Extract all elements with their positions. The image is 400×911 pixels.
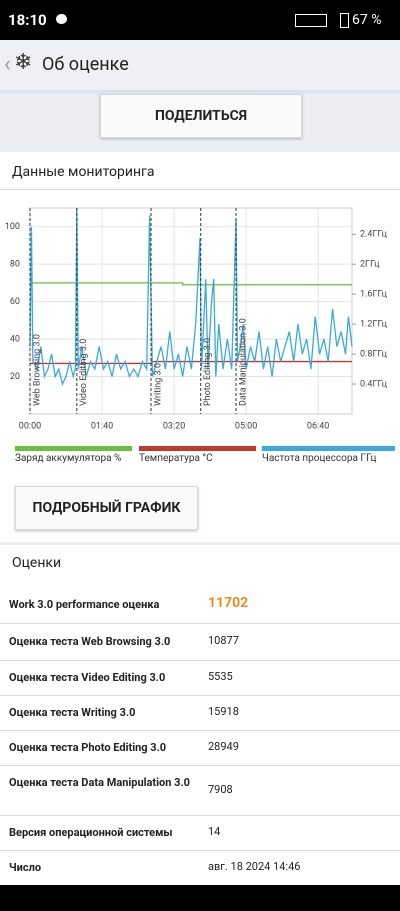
status-bar: 18:10 67 % xyxy=(0,0,400,40)
score-label: Оценка теста Video Editing 3.0 xyxy=(9,671,166,684)
plot-area xyxy=(29,207,353,415)
volte-icon xyxy=(295,14,327,27)
score-label: Оценка теста Data Manipulation 3.0 xyxy=(9,776,190,789)
y2-tick-label: 0.4ГГц xyxy=(360,379,388,389)
chat-icon xyxy=(56,14,67,24)
y-tick-label: 60 xyxy=(10,297,20,307)
score-value: 28949 xyxy=(208,740,239,753)
annotation-label: Writing 3.0 xyxy=(153,363,163,406)
score-row: Оценка теста Video Editing 3.0 5535 xyxy=(0,660,400,696)
y2-tick-label: 0.8ГГц xyxy=(360,349,388,359)
x-tick-label: 05:00 xyxy=(235,421,257,431)
series-line xyxy=(30,282,352,286)
y2-tick-label: 2.4ГГц xyxy=(360,230,388,240)
score-value: 15918 xyxy=(208,705,239,718)
score-value: 11702 xyxy=(208,595,249,611)
y-tick-label: 80 xyxy=(10,260,20,270)
battery-level: 67 % xyxy=(352,12,382,28)
score-label: Оценка теста Web Browsing 3.0 xyxy=(9,635,171,648)
score-value: 14 xyxy=(208,825,221,838)
legend: Заряд аккумулятора % Температура °C Частот… xyxy=(0,440,400,470)
series-line xyxy=(29,207,353,386)
annotation-label: Data Manipulation 3.0 xyxy=(238,318,248,406)
score-value: 7908 xyxy=(208,782,233,796)
y-tick-label: 20 xyxy=(10,372,20,382)
score-row: Версия операционной системы 14 xyxy=(0,815,400,851)
score-label: Число xyxy=(9,861,42,874)
y2-tick-label: 2ГГц xyxy=(360,260,380,270)
score-value: авг. 18 2024 14:46 xyxy=(208,860,301,873)
score-label: Оценка теста Writing 3.0 xyxy=(9,706,136,719)
legend-swatch xyxy=(15,446,132,451)
divider xyxy=(0,189,400,190)
score-row: Work 3.0 performance оценка 11702 xyxy=(0,586,400,624)
legend-swatch xyxy=(139,446,256,451)
annotation-label: Video Editing 3.0 xyxy=(79,339,89,406)
score-row: Оценка теста Data Manipulation 3.0 7908 xyxy=(0,765,400,816)
x-tick-label: 00:00 xyxy=(19,421,41,431)
score-label: Work 3.0 performance оценка xyxy=(9,598,160,611)
detail-button[interactable]: ПОДРОБНЫЙ ГРАФИК xyxy=(15,486,198,530)
y2-tick-label: 1.2ГГц xyxy=(360,319,388,329)
score-label: Оценка теста Photo Editing 3.0 xyxy=(9,741,167,754)
y-tick-label: 40 xyxy=(10,334,20,344)
monitoring-chart: 20 40 60 80 100 0.4ГГц 0.8ГГц 1.2ГГц 1.6ГГц 2ГГц 2… xyxy=(5,207,388,431)
back-icon[interactable]: ‹ xyxy=(4,52,11,77)
score-row: Оценка теста Writing 3.0 15918 xyxy=(0,695,400,731)
clock: 18:10 xyxy=(8,11,47,29)
share-button[interactable]: ПОДЕЛИТЬСЯ xyxy=(100,94,302,138)
header-shadow xyxy=(0,90,400,96)
scores-title: Оценки xyxy=(12,555,62,571)
score-row: Оценка теста Photo Editing 3.0 28949 xyxy=(0,730,400,766)
snowflake-icon: ❄ xyxy=(14,50,33,75)
x-tick-label: 01:40 xyxy=(91,421,113,431)
x-tick-label: 06:40 xyxy=(307,421,329,431)
annotation-label: Web Browsing 3.0 xyxy=(32,334,42,406)
scores-card: Оценки Work 3.0 performance оценка 11702 О… xyxy=(0,545,400,886)
legend-swatch xyxy=(262,446,395,451)
legend-label: Частота процессора ГГц xyxy=(262,453,377,464)
legend-label: Температура °C xyxy=(139,453,213,464)
app-bar: ‹ ❄ Об оценке xyxy=(0,40,400,90)
score-row: Оценка теста Web Browsing 3.0 10877 xyxy=(0,623,400,661)
x-tick-label: 03:20 xyxy=(163,421,185,431)
score-row: Число авг. 18 2024 14:46 xyxy=(0,850,400,886)
score-value: 10877 xyxy=(208,634,239,647)
y2-tick-label: 1.6ГГц xyxy=(360,290,388,300)
y-tick-label: 100 xyxy=(5,222,20,232)
annotation-label: Photo Editing 3.0 xyxy=(203,338,213,406)
nav-bar xyxy=(0,885,400,911)
legend-label: Заряд аккумулятора % xyxy=(15,453,122,464)
page-title: Об оценке xyxy=(42,54,129,75)
score-value: 5535 xyxy=(208,670,233,683)
battery-icon xyxy=(340,13,349,28)
score-label: Версия операционной системы xyxy=(9,826,173,839)
card-title: Данные мониторинга xyxy=(12,164,155,180)
